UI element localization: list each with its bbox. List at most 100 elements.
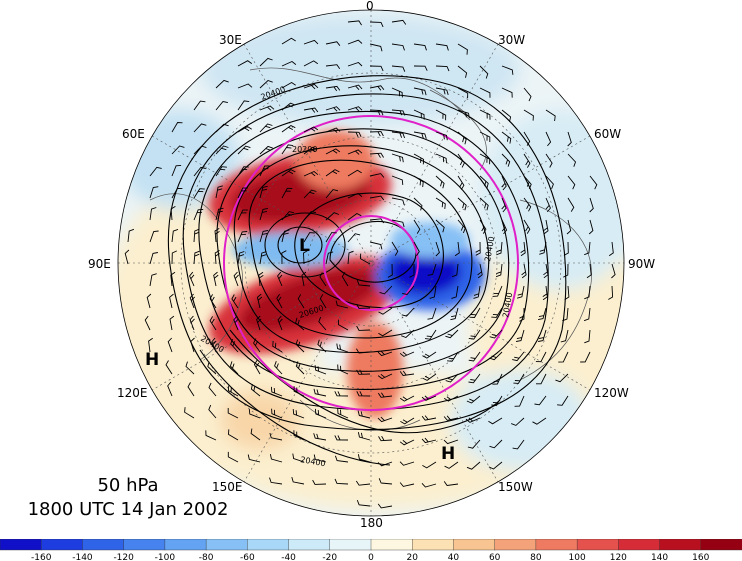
wind-barb [422, 351, 437, 359]
wind-barb [514, 395, 525, 407]
wind-barb [501, 219, 508, 235]
wind-barb [269, 432, 283, 441]
wind-barb [413, 175, 424, 188]
wind-barb [377, 392, 393, 398]
wind-barb [250, 384, 261, 397]
wind-barb [337, 319, 349, 331]
wind-barb [208, 404, 217, 419]
wind-barb [215, 123, 229, 133]
wind-barb [391, 19, 407, 25]
wind-barb [523, 175, 532, 190]
wind-barb [334, 435, 349, 441]
wind-barb [247, 454, 261, 463]
wind-barb [281, 229, 290, 243]
wind-barb [149, 252, 158, 265]
wind-barb [193, 166, 206, 177]
wind-barb [501, 87, 513, 98]
wind-barb [237, 209, 248, 221]
wind-barb [237, 145, 251, 155]
wind-barb [409, 264, 415, 278]
colorbar-box [494, 539, 537, 551]
wind-barb [545, 131, 552, 147]
wind-barb [469, 307, 481, 318]
wind-barb [488, 461, 503, 470]
wind-barb [401, 307, 415, 317]
wind-barb [369, 173, 385, 178]
wind-barb [457, 43, 468, 55]
colorbar-box [370, 539, 413, 551]
wind-barb [193, 228, 200, 243]
colorbar-box [82, 539, 125, 551]
wind-barb [379, 285, 393, 295]
wind-barb [489, 329, 503, 339]
wind-barb [545, 175, 554, 189]
wind-barb [325, 212, 340, 221]
wind-barb [258, 271, 264, 287]
wind-barb [421, 395, 437, 401]
wind-barb [369, 65, 384, 72]
wind-barb [127, 228, 135, 243]
wind-barb [489, 351, 503, 361]
wind-barb [215, 207, 224, 221]
lon-label-120w: 120W [594, 386, 629, 400]
wind-barb [171, 122, 183, 133]
valid-time: 1800 UTC 14 Jan 2002 [27, 499, 229, 520]
colorbar-box [576, 539, 620, 551]
wind-barb [369, 21, 384, 28]
wind-barb [229, 361, 239, 375]
wind-barb [314, 365, 327, 375]
colorbar-box [0, 539, 42, 551]
colorbar-box [247, 539, 290, 551]
wind-barb [215, 166, 227, 177]
wind-barb [325, 64, 341, 70]
wind-barb [421, 415, 437, 421]
wind-barb [520, 241, 526, 257]
wind-barb [165, 360, 173, 375]
wind-barb [369, 195, 385, 201]
wind-barb [479, 65, 489, 79]
wind-barb [237, 231, 248, 243]
wind-barb [532, 417, 547, 425]
wind-barb [355, 480, 371, 486]
wind-barb [519, 308, 525, 322]
wind-barb [445, 373, 459, 383]
colorbar-label: 60 [489, 553, 501, 561]
wind-barb [516, 285, 525, 299]
wind-barb [146, 293, 152, 309]
wind-barb [501, 131, 512, 144]
wind-barb [451, 285, 459, 299]
wind-barb [277, 315, 283, 331]
wind-barb [589, 175, 598, 190]
wind-barb [523, 109, 534, 121]
wind-barb [391, 175, 404, 185]
wind-barb [399, 482, 415, 487]
lon-label-60w: 60W [594, 127, 621, 141]
wind-barb [303, 170, 319, 177]
colorbar-label: 40 [448, 553, 460, 561]
wind-barb [399, 395, 415, 402]
wind-barb [399, 370, 415, 376]
wind-barb [193, 250, 200, 265]
wind-barb [435, 131, 448, 141]
wind-barb [491, 307, 503, 318]
wind-barb [248, 408, 261, 419]
wind-barb [457, 197, 467, 211]
wind-barb [501, 109, 512, 122]
colorbar-box [123, 539, 166, 551]
wind-barb [468, 373, 481, 384]
wind-barb [443, 481, 459, 486]
negative-anomaly-ring [390, 222, 470, 258]
colorbar: -160 -140 -120 -100 -80 -60 -40 -20 0 20 40 60 80 100… [0, 539, 742, 561]
wind-barb [237, 125, 252, 133]
wind-barb [277, 271, 283, 287]
wind-barb [325, 232, 337, 243]
wind-barb [357, 432, 371, 441]
wind-barb [477, 263, 483, 279]
wind-barb [422, 461, 437, 469]
lon-label-150w: 150W [498, 480, 533, 494]
wind-barb [256, 315, 262, 331]
wind-barb [468, 351, 481, 362]
wind-barb [301, 271, 307, 287]
wind-barb [347, 233, 361, 243]
wind-barb [413, 43, 427, 51]
